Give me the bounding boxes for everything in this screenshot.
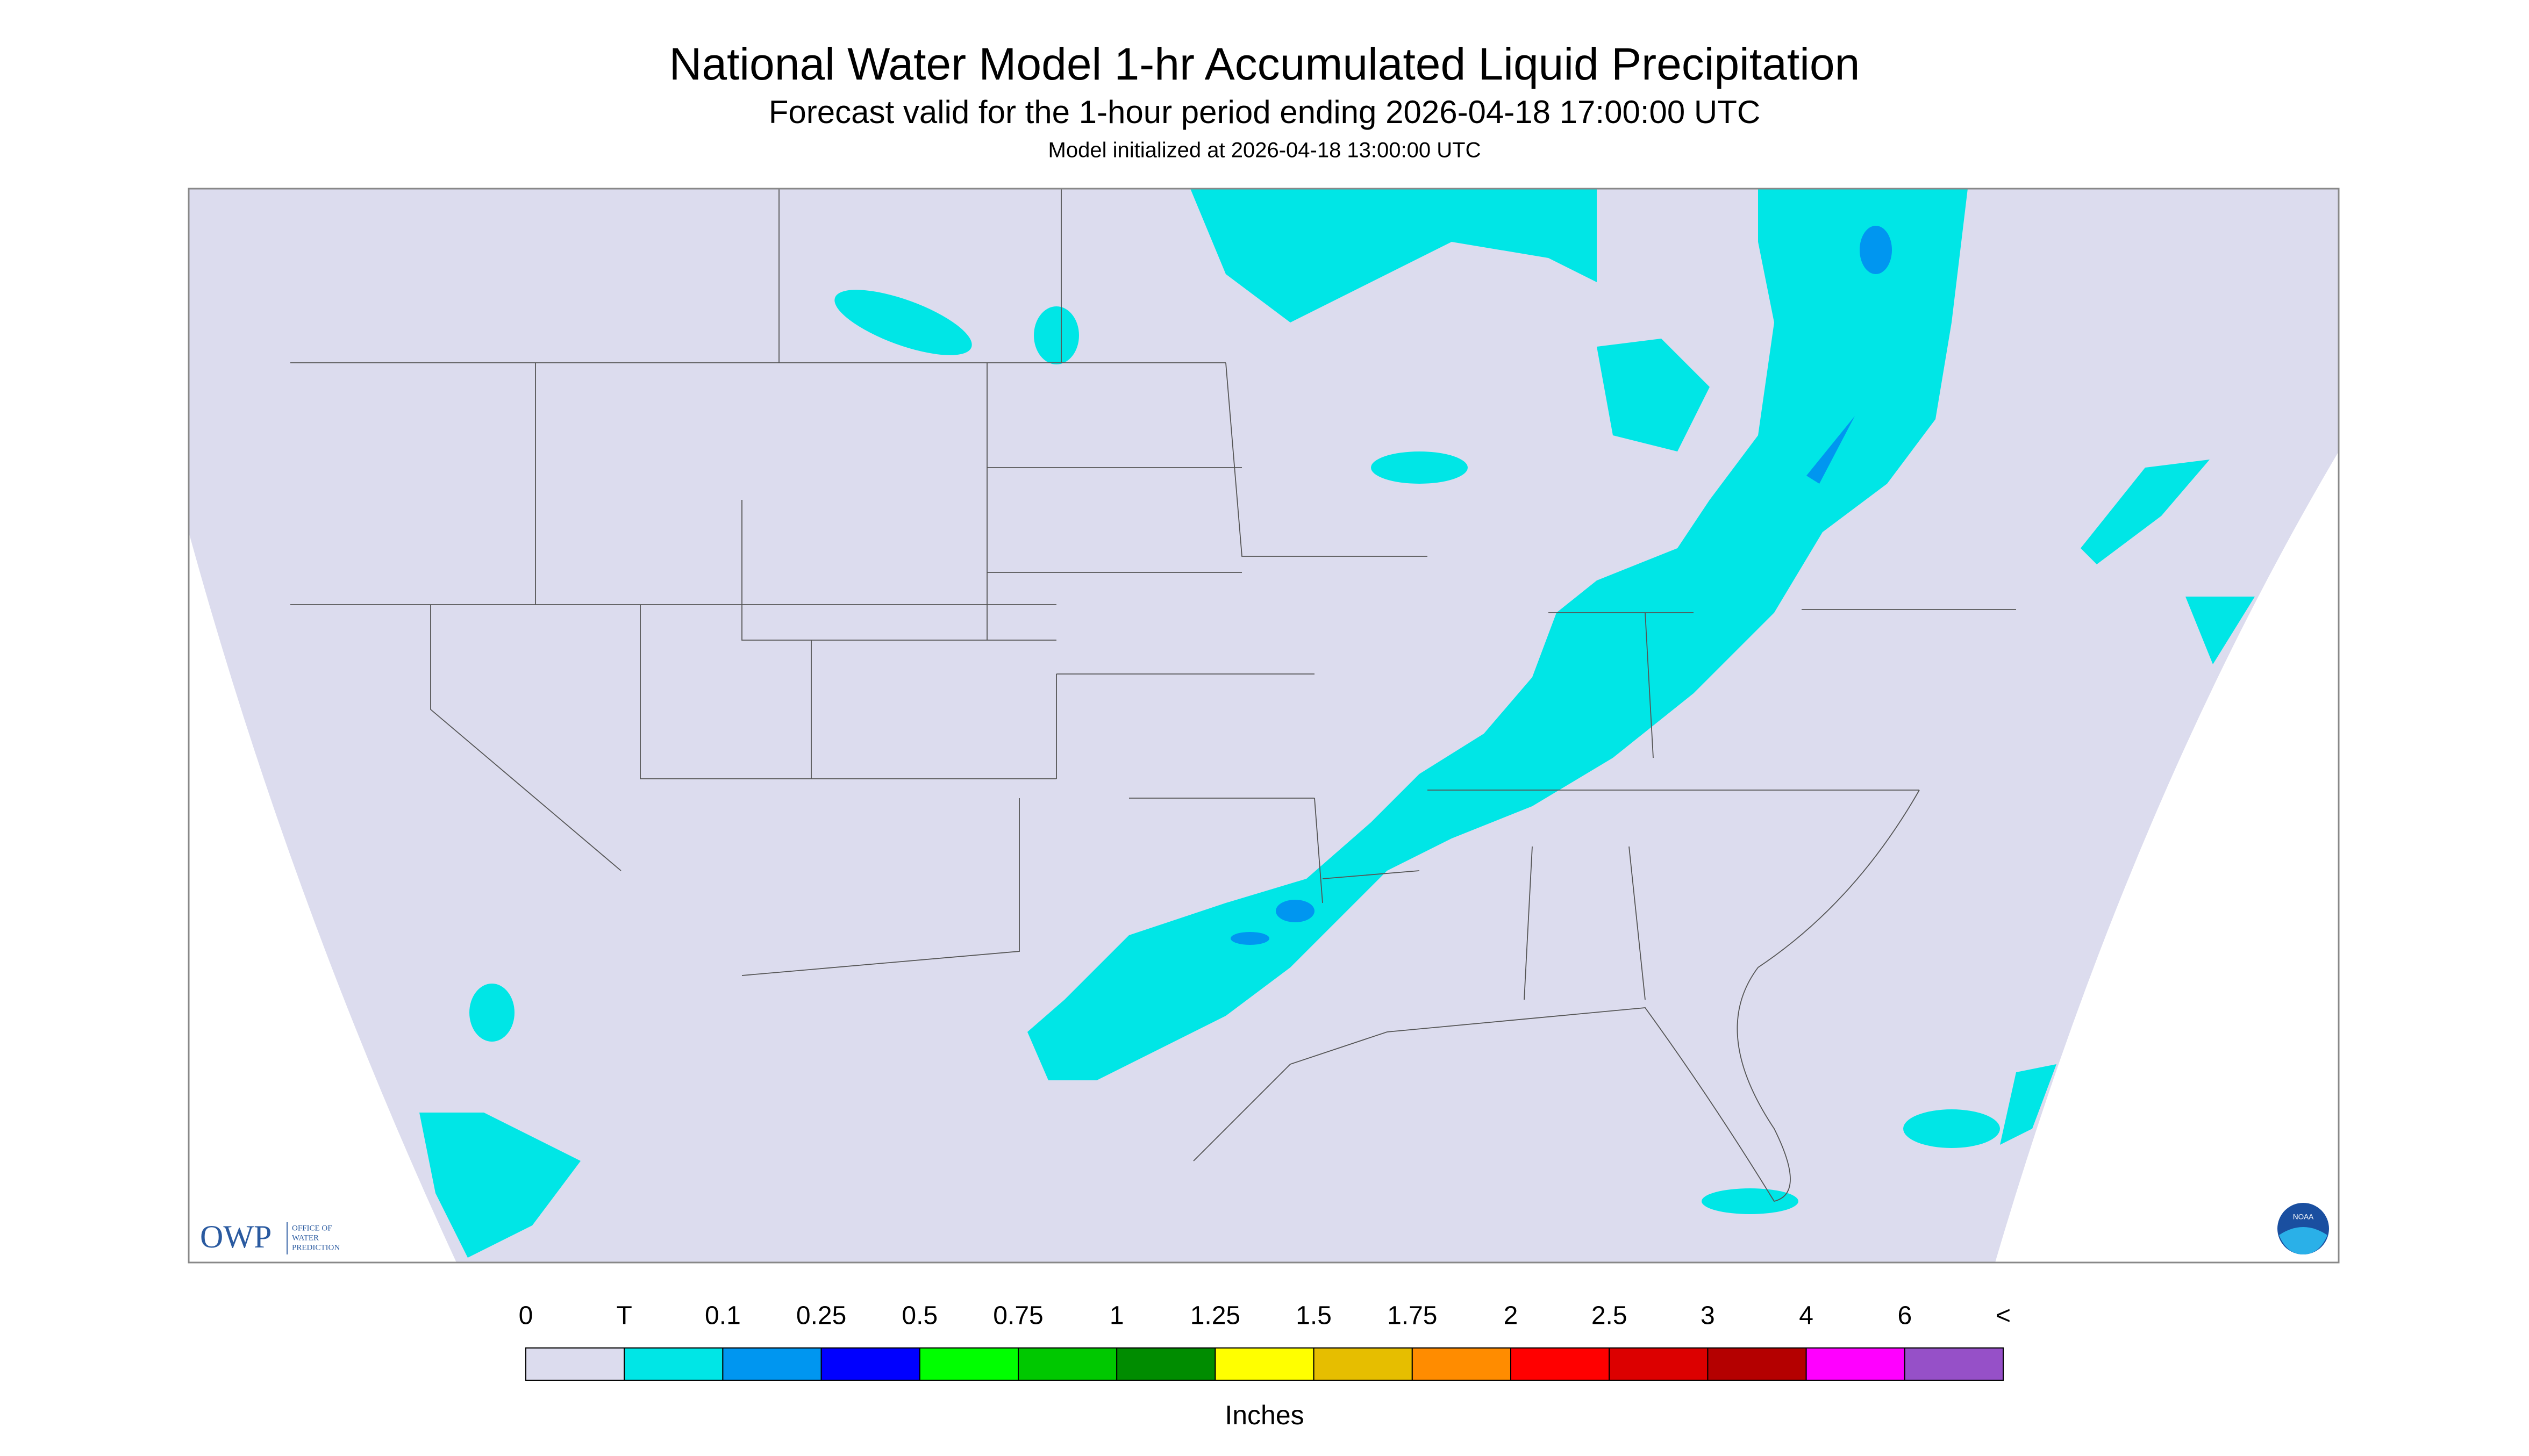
legend-swatch [1116, 1347, 1216, 1381]
legend-label: 4 [1799, 1302, 1813, 1330]
owp-logo: OWP [200, 1219, 272, 1254]
legend-swatch [820, 1347, 920, 1381]
map-frame [188, 188, 2340, 1264]
borders [290, 189, 2016, 1202]
legend-swatch [1510, 1347, 1610, 1381]
legend-swatch [1609, 1347, 1709, 1381]
legend-label: 1.25 [1190, 1302, 1240, 1330]
legend-swatch [1805, 1347, 1905, 1381]
legend-label: 1.75 [1387, 1302, 1437, 1330]
legend-swatch [1904, 1347, 2004, 1381]
legend-label: 0.5 [902, 1302, 938, 1330]
precip-trace [419, 189, 2255, 1258]
legend-swatch [1411, 1347, 1512, 1381]
legend-label: < [1996, 1302, 2011, 1330]
legend-label: 0.1 [705, 1302, 741, 1330]
legend-label: 6 [1897, 1302, 1912, 1330]
owp-text: PREDICTION [292, 1243, 340, 1252]
legend-swatch [525, 1347, 625, 1381]
map: OWP OFFICE OF WATER PREDICTION NOAA [188, 188, 2340, 1264]
legend-swatch [1313, 1347, 1413, 1381]
legend-swatch [624, 1347, 724, 1381]
legend-label: 1.5 [1296, 1302, 1332, 1330]
noaa-text: NOAA [2293, 1213, 2313, 1221]
legend-swatch [1018, 1347, 1118, 1381]
legend-label: 2 [1504, 1302, 1518, 1330]
legend-swatch [1707, 1347, 1807, 1381]
legend-label: 1 [1110, 1302, 1124, 1330]
precip-light [1231, 226, 1892, 945]
title: National Water Model 1-hr Accumulated Li… [669, 39, 1860, 89]
legend-label: 0.75 [993, 1302, 1043, 1330]
subtitle: Forecast valid for the 1-hour period end… [769, 94, 1760, 130]
legend-label: 0.25 [796, 1302, 846, 1330]
owp-text: WATER [292, 1233, 319, 1242]
legend-unit: Inches [1225, 1400, 1304, 1430]
legend-label: 3 [1701, 1302, 1715, 1330]
legend: 0 T 0.1 0.25 0.5 0.75 1 1.25 1.5 1.75 2 2.5 3 4 6 < [519, 1302, 2011, 1381]
legend-swatch [722, 1347, 822, 1381]
init-time: Model initialized at 2026-04-18 13:00:00… [1048, 139, 1481, 162]
legend-swatch [919, 1347, 1019, 1381]
legend-label: T [617, 1302, 632, 1330]
legend-swatch [1215, 1347, 1314, 1381]
owp-text: OFFICE OF [292, 1224, 332, 1232]
legend-label: 2.5 [1591, 1302, 1627, 1330]
legend-label: 0 [519, 1302, 533, 1330]
noaa-wave [2279, 1227, 2327, 1254]
